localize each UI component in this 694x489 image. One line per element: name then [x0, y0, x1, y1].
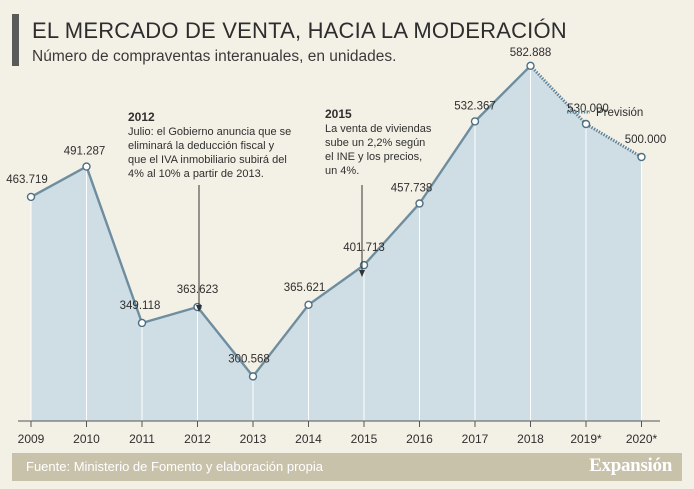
annotation-text: eliminará la deducción fiscal y [128, 140, 275, 152]
series-line [30, 64, 532, 378]
annotation-text: 4% al 10% a partir de 2013. [128, 168, 264, 180]
x-tick-label: 2010 [73, 432, 100, 446]
data-label: 365.621 [284, 282, 326, 294]
x-tick-label: 2009 [18, 432, 45, 446]
annotation-arrowhead [359, 270, 365, 277]
forecast-line [529, 64, 643, 159]
data-label: 349.118 [120, 300, 161, 312]
data-label: 582.888 [510, 47, 552, 59]
data-label: 401.713 [343, 242, 385, 254]
annotation-year: 2012 [128, 110, 155, 124]
data-label: 363.623 [177, 284, 219, 296]
data-point [82, 162, 91, 171]
title-accent-bar [12, 14, 19, 66]
data-point [415, 199, 424, 208]
chart-subtitle: Número de compraventas interanuales, en … [32, 48, 397, 65]
annotation-year: 2015 [325, 107, 352, 121]
annotation-text: que el IVA inmobiliario subirá del [128, 154, 287, 166]
chart-title: EL MERCADO DE VENTA, HACIA LA MODERACIÓN [32, 18, 567, 43]
data-label: 532.367 [454, 100, 496, 112]
annotation-text: La venta de viviendas [325, 123, 432, 135]
x-tick-label: 2018 [517, 432, 544, 446]
x-tick-label: 2016 [406, 432, 433, 446]
data-point [581, 119, 591, 129]
data-point [248, 372, 258, 381]
annotation-text: sube un 2,2% según [325, 137, 425, 149]
data-point [137, 318, 147, 328]
data-label: 300.568 [228, 353, 270, 365]
data-point [637, 152, 646, 162]
x-tick-label: 2011 [129, 432, 155, 446]
annotation-text: un 4%. [325, 165, 359, 177]
area-fill [31, 65, 642, 422]
data-point [526, 61, 535, 71]
data-label: 491.287 [64, 146, 106, 158]
annotation-text: Julio: el Gobierno anuncia que se [128, 126, 291, 138]
x-tick-label: 2014 [295, 432, 322, 446]
data-label: 457.738 [391, 182, 433, 194]
x-tick-label: 2019* [570, 432, 602, 446]
source-note: Fuente: Ministerio de Fomento y elaborac… [26, 459, 323, 474]
annotation-text: el INE y los precios, [325, 151, 422, 163]
x-tick-label: 2017 [462, 432, 489, 446]
annotation-arrowhead [196, 305, 202, 312]
data-point [470, 117, 480, 126]
footer-bar: Fuente: Ministerio de Fomento y elaborac… [12, 453, 682, 481]
x-tick-label: 2020* [626, 432, 658, 446]
data-label: 530.000 [567, 103, 609, 115]
data-point [26, 192, 36, 202]
brand-logo: Expansión [589, 455, 672, 476]
legend-label: Previsión [596, 107, 643, 119]
x-tick-label: 2012 [184, 432, 211, 446]
x-tick-label: 2013 [240, 432, 267, 446]
x-tick-label: 2015 [351, 432, 378, 446]
data-label: 463.719 [6, 174, 48, 186]
data-label: 500.000 [625, 134, 667, 146]
data-point [304, 300, 313, 310]
